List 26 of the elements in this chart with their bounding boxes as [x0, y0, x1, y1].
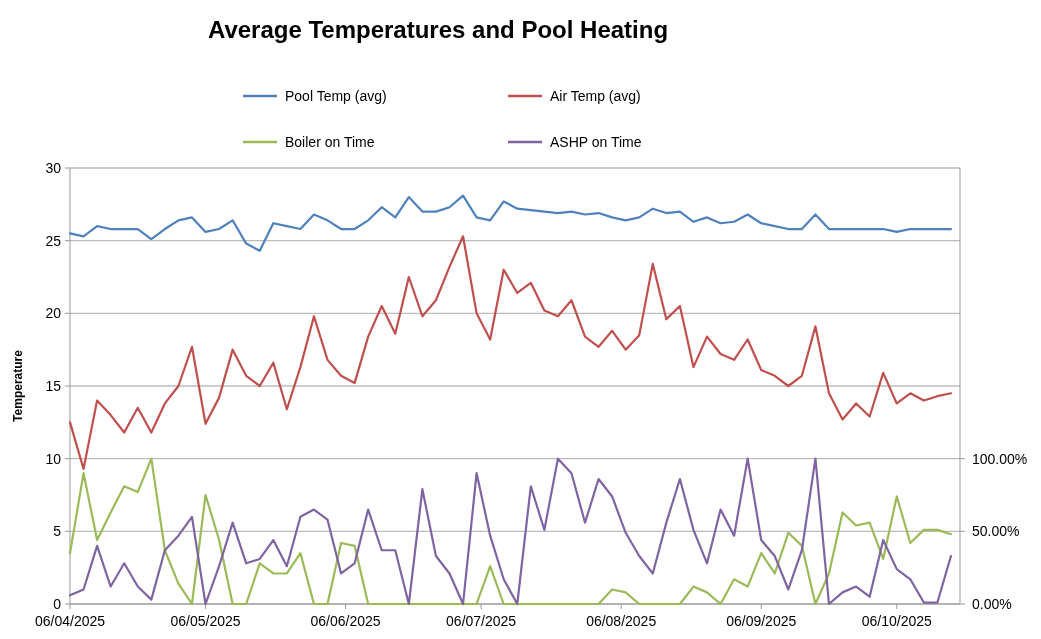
- x-tick-label: 06/09/2025: [726, 613, 797, 629]
- y-tick-label: 30: [45, 159, 62, 176]
- line-series: [68, 194, 953, 252]
- x-tick-label: 06/04/2025: [34, 613, 106, 629]
- y-tick-label: 15: [45, 377, 62, 394]
- y-tick-label: 10: [45, 450, 62, 467]
- x-tick-label: 06/05/2025: [170, 613, 241, 629]
- y2-tick-label: 100.00%: [972, 450, 1028, 467]
- line-series: [68, 457, 953, 606]
- x-tick-label: 06/08/2025: [586, 613, 657, 629]
- legend-label: Boiler on Time: [285, 133, 375, 150]
- y-tick-label: 20: [45, 305, 62, 322]
- x-tick-label: 06/10/2025: [861, 613, 932, 629]
- x-tick-label: 06/06/2025: [310, 613, 381, 629]
- chart-title: Average Temperatures and Pool Heating: [207, 16, 669, 43]
- line-series: [68, 235, 953, 470]
- y-tick-label: 0: [53, 595, 62, 612]
- y2-tick-label: 0.00%: [972, 595, 1012, 612]
- legend-label: Pool Temp (avg): [285, 87, 387, 104]
- legend-label: Air Temp (avg): [550, 87, 641, 104]
- y-axis-title: Temperature: [11, 349, 25, 422]
- y2-tick-label: 50.00%: [972, 523, 1020, 540]
- y-tick-label: 25: [45, 232, 62, 249]
- legend-label: ASHP on Time: [550, 133, 642, 150]
- y-tick-label: 5: [53, 523, 62, 540]
- x-tick-label: 06/07/2025: [446, 613, 517, 629]
